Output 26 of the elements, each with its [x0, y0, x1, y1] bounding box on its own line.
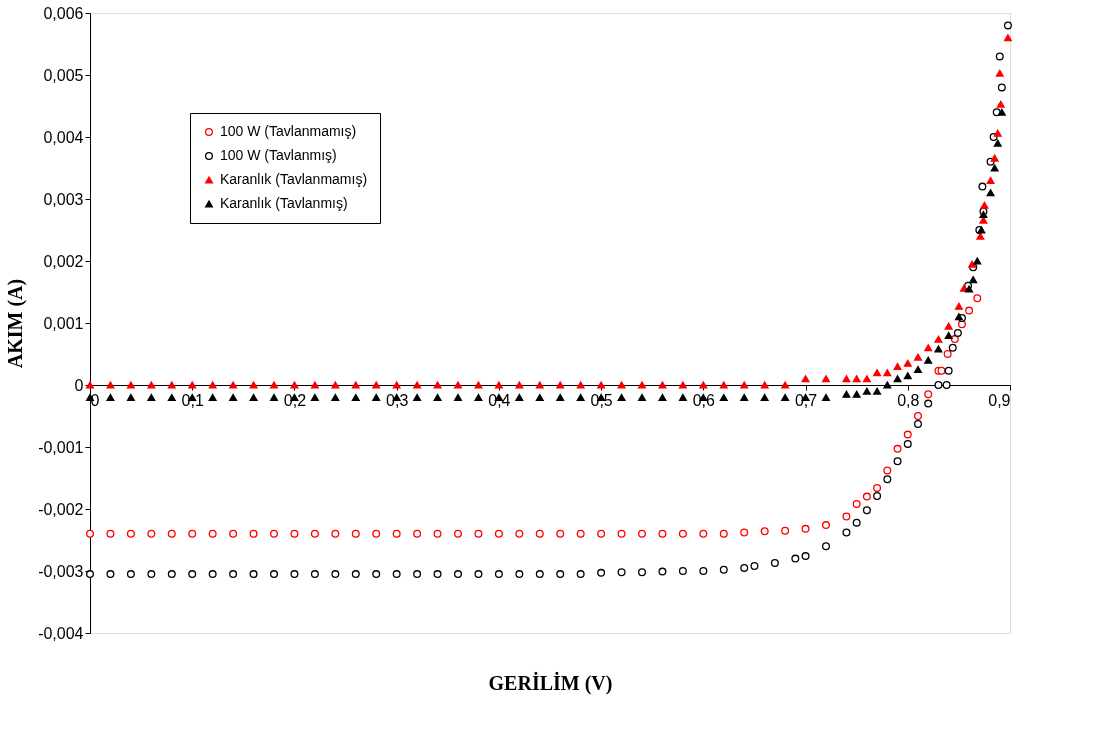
y-tick-label: -0,003	[38, 562, 84, 580]
x-tick-label: 0,1	[181, 391, 204, 409]
y-tick-label: 0,002	[43, 252, 84, 270]
y-tick-label: 0,006	[43, 4, 84, 22]
legend-label: 100 W (Tavlanmış)	[220, 147, 337, 163]
y-tick-label: -0,002	[38, 500, 84, 518]
y-tick-label: -0,001	[38, 438, 84, 456]
x-axis-title: GERİLİM (V)	[488, 670, 613, 695]
x-tick-label: 0,6	[692, 391, 716, 409]
y-tick-label: 0,001	[43, 314, 84, 332]
y-tick-label: -0,004	[38, 624, 84, 642]
y-axis-title: AKIM (A)	[4, 278, 28, 369]
x-tick-label: 0,4	[488, 391, 511, 409]
legend-label: Karanlık (Tavlanmış)	[220, 195, 348, 211]
x-tick-label: 0,8	[897, 391, 920, 409]
x-tick-label: 0,7	[794, 391, 818, 409]
x-tick-label: 0,2	[283, 391, 307, 409]
x-tick-label: 0,9	[988, 391, 1011, 409]
y-tick-label: 0	[74, 376, 84, 394]
legend-label: Karanlık (Tavlanmamış)	[220, 171, 368, 187]
y-tick-label: 0,005	[43, 66, 84, 84]
x-tick-label: 0,3	[386, 391, 409, 409]
legend-label: 100 W (Tavlanmamış)	[220, 123, 357, 139]
x-tick-label: 0,5	[590, 391, 613, 409]
y-tick-label: 0,003	[43, 190, 84, 208]
y-tick-label: 0,004	[43, 128, 84, 146]
